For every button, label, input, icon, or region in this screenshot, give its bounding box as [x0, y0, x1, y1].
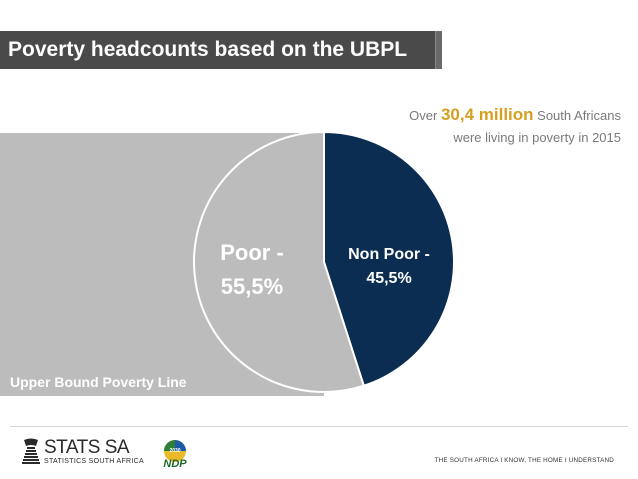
callout-prefix: Over — [409, 108, 441, 123]
logo-subtitle: STATISTICS SOUTH AFRICA — [44, 458, 144, 465]
callout-suffix: South Africans were living in poverty in… — [453, 108, 621, 145]
pie-slice-poor — [193, 130, 366, 393]
poverty-callout: Over 30,4 million South Africans were li… — [401, 104, 621, 149]
title-bar: Poverty headcounts based on the UBPL — [0, 31, 442, 69]
logo-name: STATS SA — [44, 437, 130, 458]
footer-divider — [10, 426, 628, 427]
callout-highlight: 30,4 million — [440, 105, 534, 124]
stats-sa-emblem-icon — [22, 438, 40, 464]
title-bar-tab — [435, 31, 442, 69]
ndp-text: NDP — [163, 458, 187, 470]
slide-title: Poverty headcounts based on the UBPL — [8, 38, 408, 61]
slice-label-poor: Poor - 55,5% — [220, 240, 284, 299]
ndp-2030-logo: 2030 NDP — [163, 440, 187, 470]
pie-slices — [193, 130, 455, 393]
ndp-year-text: 2030 — [169, 448, 180, 454]
stats-sa-logo: STATS SA STATISTICS SOUTH AFRICA — [22, 437, 158, 468]
slice-label-non-poor: Non Poor - 45,5% — [348, 246, 430, 287]
footer-tagline: THE SOUTH AFRICA I KNOW, THE HOME I UNDE… — [434, 457, 614, 464]
band-label: Upper Bound Poverty Line — [10, 374, 187, 390]
pie-slice-non-poor — [323, 130, 455, 388]
